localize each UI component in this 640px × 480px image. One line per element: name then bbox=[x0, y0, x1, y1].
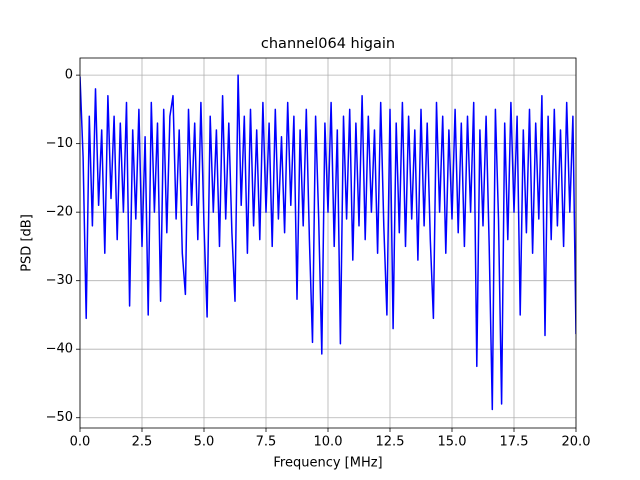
chart-title: channel064 higain bbox=[261, 36, 395, 52]
y-tick-label: −10 bbox=[46, 136, 73, 151]
y-tick-label: −50 bbox=[46, 410, 73, 425]
x-tick-label: 12.5 bbox=[376, 435, 405, 450]
x-tick-label: 20.0 bbox=[562, 435, 591, 450]
y-tick-label: −30 bbox=[46, 273, 73, 288]
x-tick-label: 15.0 bbox=[438, 435, 467, 450]
y-axis-label: PSD [dB] bbox=[20, 214, 35, 272]
plot-area bbox=[80, 74, 576, 411]
x-tick-label: 7.5 bbox=[256, 435, 277, 450]
x-tick-label: 0.0 bbox=[70, 435, 91, 450]
data-line bbox=[80, 74, 576, 411]
y-tick-label: −40 bbox=[46, 342, 73, 357]
y-tick-label: −20 bbox=[46, 205, 73, 220]
x-tick-label: 17.5 bbox=[500, 435, 529, 450]
y-tick-label: 0 bbox=[65, 68, 73, 83]
x-tick-label: 2.5 bbox=[132, 435, 153, 450]
x-axis-label: Frequency [MHz] bbox=[273, 456, 382, 471]
x-tick-label: 5.0 bbox=[194, 435, 215, 450]
x-tick-label: 10.0 bbox=[314, 435, 343, 450]
